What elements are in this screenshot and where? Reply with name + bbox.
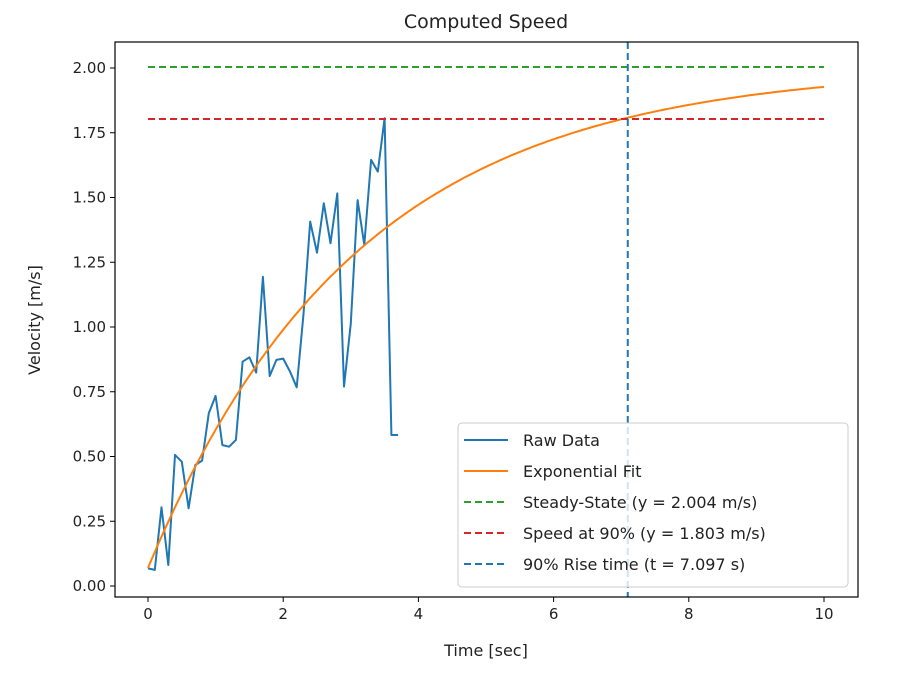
y-tick-label: 0.25 (73, 512, 106, 530)
legend: Raw Data Exponential Fit Steady-State (y =… (457, 422, 849, 588)
y-tick-label: 1.50 (73, 189, 106, 207)
x-tick-label: 2 (278, 605, 288, 623)
y-tick-label: 0.75 (73, 383, 106, 401)
y-tick-label: 1.00 (73, 318, 106, 336)
x-tick-label: 6 (549, 605, 559, 623)
x-tick-label: 8 (684, 605, 694, 623)
y-tick-label: 0.50 (73, 448, 106, 466)
legend-label-1: Exponential Fit (523, 462, 641, 481)
series-line-1 (147, 85, 825, 569)
x-tick-label: 10 (814, 605, 833, 623)
x-tick-label: 4 (414, 605, 424, 623)
legend-box (457, 422, 849, 588)
legend-label-4: 90% Rise time (t = 7.097 s) (523, 555, 745, 574)
axis-ticks: 0 2 4 6 8 10 0.00 0.25 0.50 0.75 1.00 1.25 1.50 1.75 2… (73, 41, 859, 623)
axes-frame (114, 41, 859, 598)
series-line-0 (147, 117, 399, 571)
x-axis-label: Time [sec] (443, 641, 528, 660)
y-tick-label: 1.25 (73, 253, 106, 271)
y-tick-label: 0.00 (73, 577, 106, 595)
x-tick-label: 0 (143, 605, 153, 623)
chart-title: Computed Speed (404, 11, 568, 33)
y-tick-label: 2.00 (73, 59, 106, 77)
legend-label-2: Steady-State (y = 2.004 m/s) (523, 493, 757, 512)
legend-label-3: Speed at 90% (y = 1.803 m/s) (523, 524, 766, 543)
y-tick-label: 1.75 (73, 124, 106, 142)
y-axis-label: Velocity [m/s] (25, 265, 44, 375)
legend-label-0: Raw Data (523, 431, 600, 450)
